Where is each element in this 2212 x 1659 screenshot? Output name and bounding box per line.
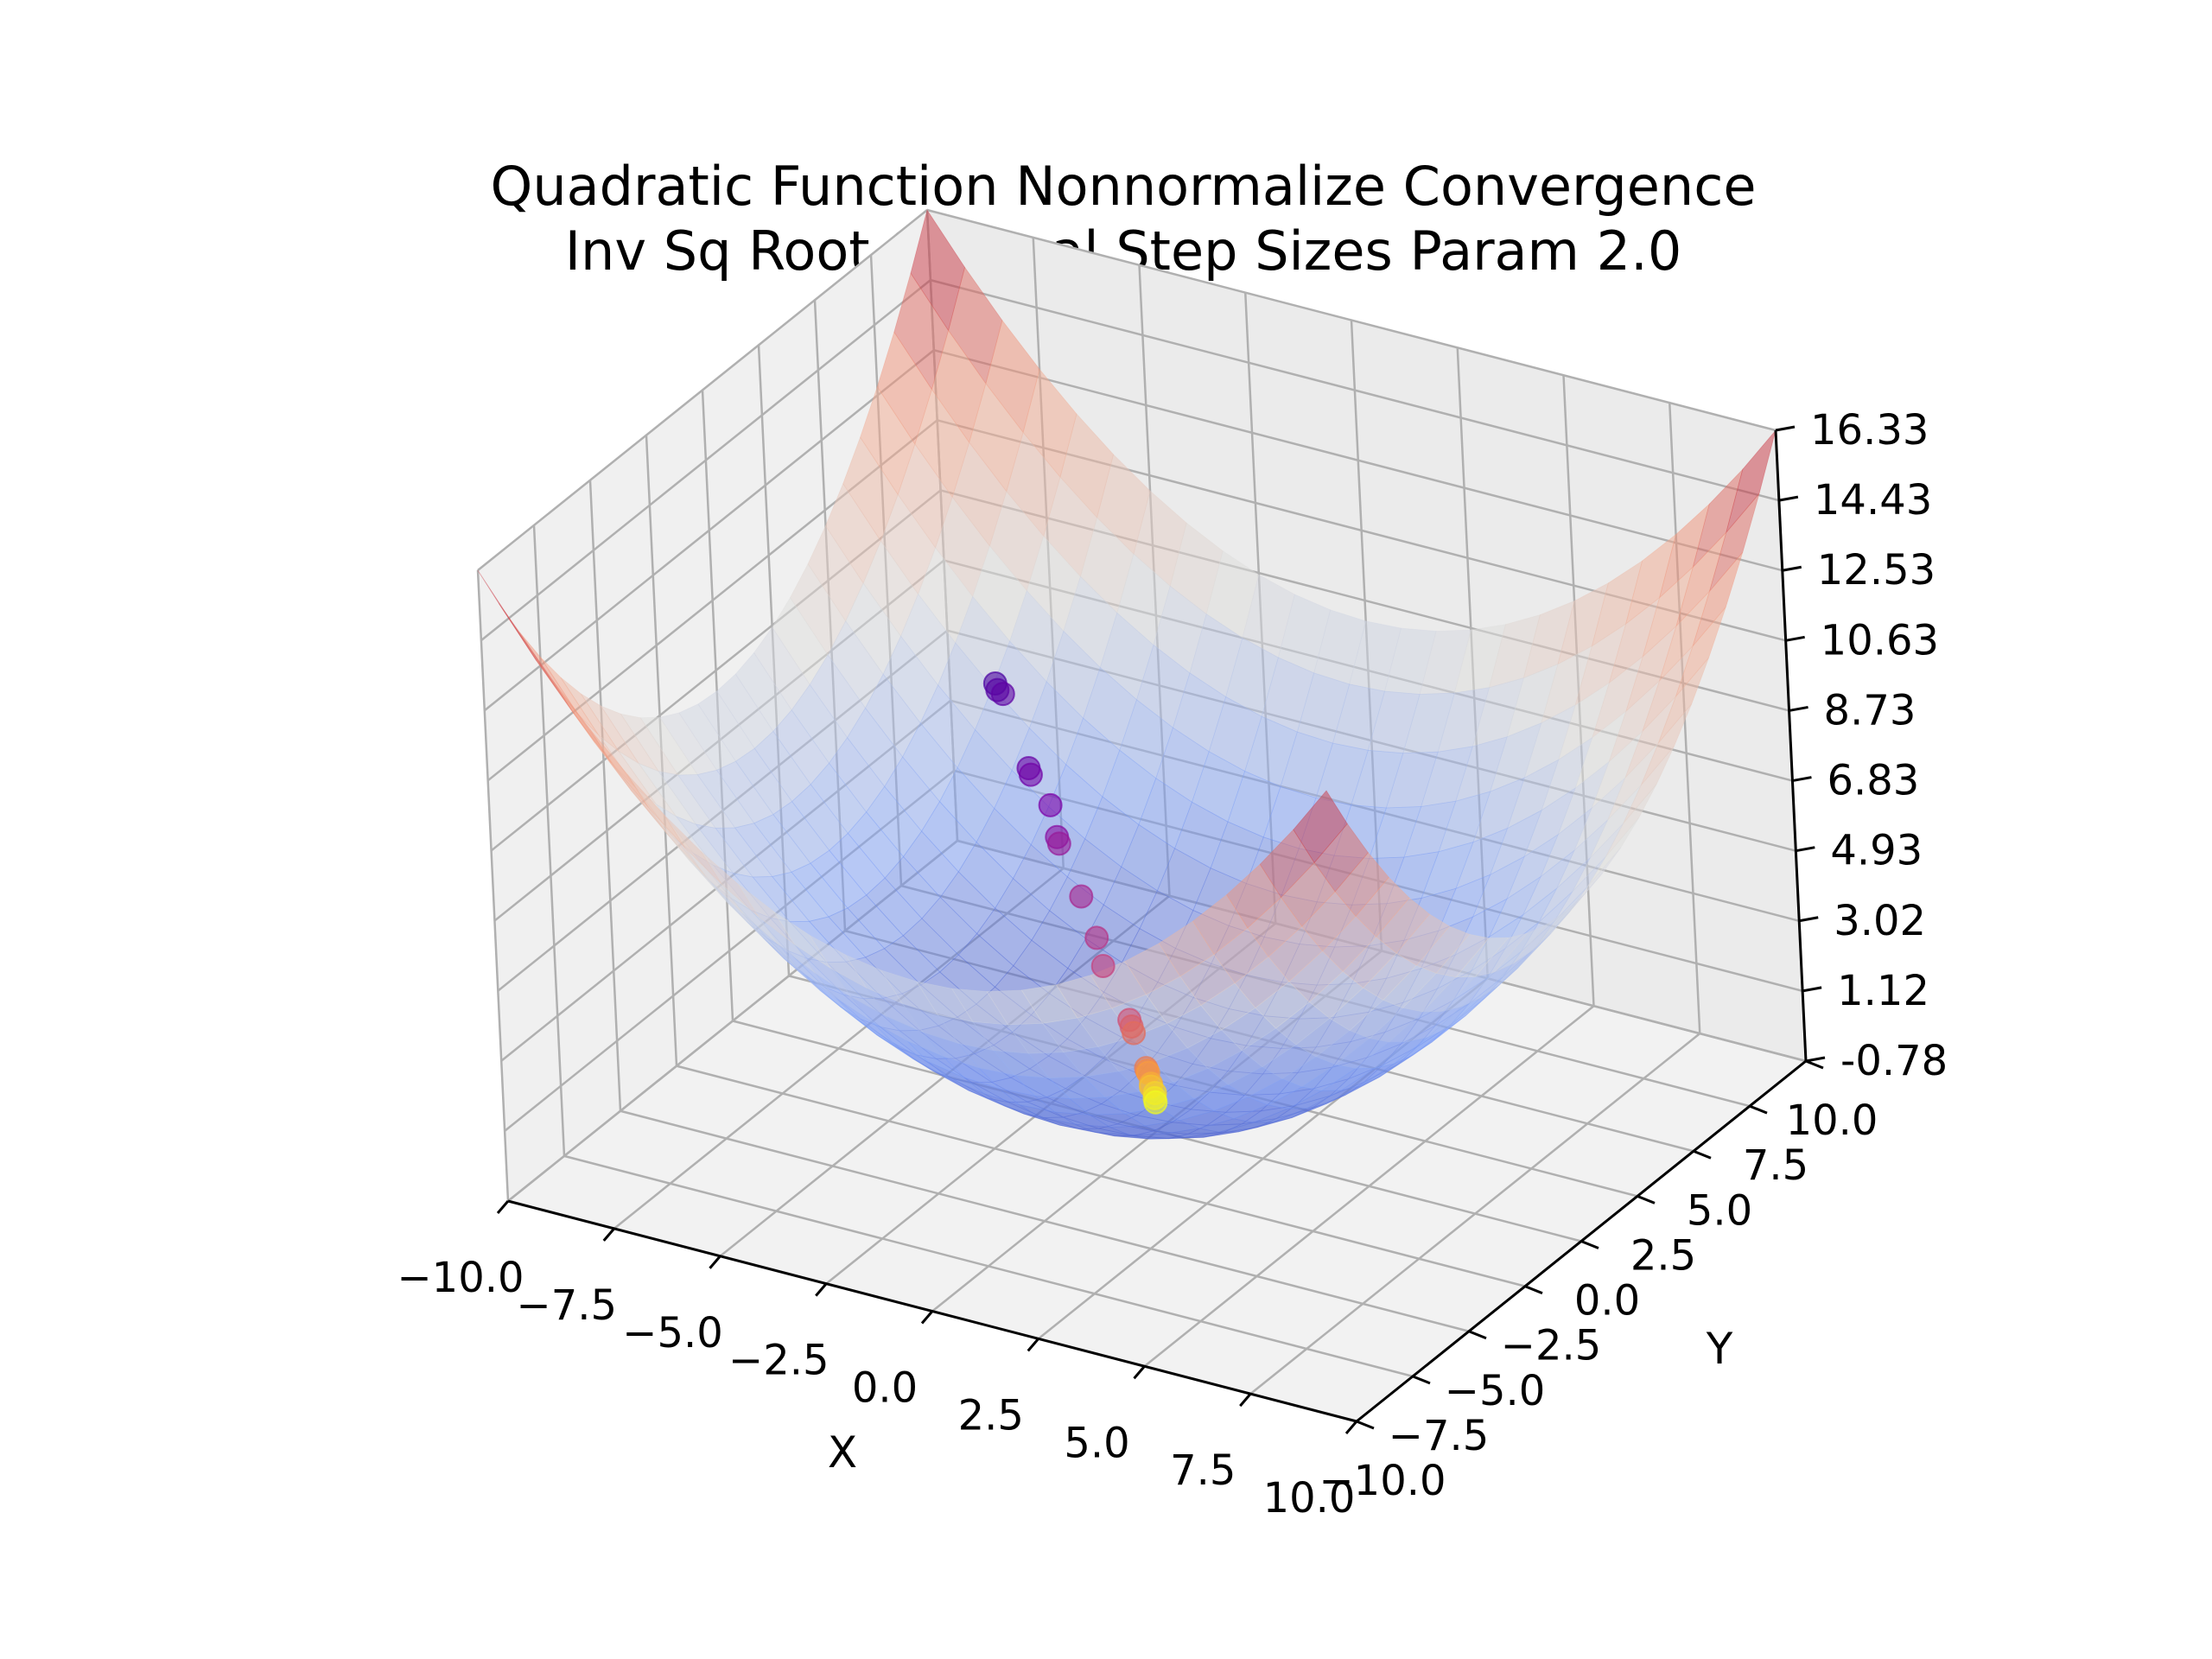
z-tick-label: 8.73 xyxy=(1824,686,1916,734)
x-tick-mark xyxy=(602,1227,615,1242)
y-tick-mark xyxy=(1468,1330,1487,1340)
x-tick-label: 7.5 xyxy=(1170,1446,1236,1495)
left-gridline-y xyxy=(476,569,510,1202)
y-tick-mark xyxy=(1356,1420,1375,1430)
back-gridline-z xyxy=(926,208,1777,432)
x-tick-label: 0.0 xyxy=(852,1364,918,1413)
z-tick-label: 14.43 xyxy=(1814,476,1932,524)
x-tick-mark xyxy=(815,1282,828,1297)
z-tick-label: 4.93 xyxy=(1830,827,1923,875)
x-tick-label: 2.5 xyxy=(958,1391,1024,1440)
scatter-points xyxy=(982,671,1168,1115)
trajectory-point xyxy=(1018,762,1043,787)
back-gridline-z xyxy=(933,349,1783,572)
y-tick-mark xyxy=(1580,1240,1599,1249)
y-tick-mark xyxy=(1412,1375,1431,1385)
trajectory-point xyxy=(1090,954,1116,979)
left-gridline-y xyxy=(532,524,566,1156)
y-tick-label: −7.5 xyxy=(1389,1412,1490,1460)
z-tick-label: -0.78 xyxy=(1840,1037,1948,1085)
surface-patch xyxy=(1568,847,1622,912)
x-tick-label: 10.0 xyxy=(1263,1474,1356,1522)
x-tick-label: −10.0 xyxy=(397,1254,524,1302)
x-tick-mark xyxy=(1027,1338,1039,1352)
y-tick-label: −5.0 xyxy=(1445,1367,1546,1415)
y-tick-label: 0.0 xyxy=(1574,1277,1640,1325)
x-axis-label: X xyxy=(828,1427,857,1478)
z-tick-mark xyxy=(1805,1056,1826,1063)
y-tick-label: −10.0 xyxy=(1319,1457,1446,1505)
x-tick-label: −7.5 xyxy=(516,1281,617,1330)
x-tick-mark xyxy=(920,1310,934,1325)
surface-plot xyxy=(477,209,1777,1140)
surface-patch xyxy=(1415,925,1471,974)
surface-patch xyxy=(1474,932,1529,977)
trajectory-point xyxy=(1084,925,1109,950)
z-tick-mark xyxy=(1778,495,1799,502)
x-tick-mark xyxy=(1344,1421,1358,1434)
y-tick-mark xyxy=(1693,1149,1712,1160)
x-tick-label: −5.0 xyxy=(622,1309,723,1357)
x-tick-mark xyxy=(496,1200,510,1214)
z-tick-mark xyxy=(1798,916,1819,923)
z-axis-line xyxy=(1774,429,1808,1062)
chart-title-line-1: Quadratic Function Nonnormalize Converge… xyxy=(491,155,1757,218)
trajectory-point xyxy=(1122,1020,1147,1046)
surface-patch xyxy=(1455,937,1510,978)
z-tick-label: 10.63 xyxy=(1821,616,1939,664)
left-gridline-y xyxy=(588,480,622,1111)
y-tick-label: 2.5 xyxy=(1630,1231,1696,1280)
z-tick-mark xyxy=(1775,425,1796,432)
surface-patch xyxy=(1532,893,1585,951)
z-tick-label: 1.12 xyxy=(1837,967,1929,1015)
x-tick-label: 5.0 xyxy=(1064,1419,1129,1467)
y-tick-mark xyxy=(1524,1285,1543,1295)
tick-labels: −10.0−7.5−5.0−2.50.02.55.07.510.0−10.0−7… xyxy=(397,406,1948,1522)
trajectory-point xyxy=(1046,831,1071,856)
y-tick-label: 5.0 xyxy=(1687,1186,1752,1235)
z-tick-mark xyxy=(1782,565,1802,572)
floor-gridline-y xyxy=(676,1065,1526,1287)
x-tick-mark xyxy=(709,1255,721,1269)
y-axis-label: Y xyxy=(1706,1324,1733,1374)
left-gridline-z xyxy=(477,209,928,571)
x-tick-mark xyxy=(1133,1365,1146,1380)
floor-gridline-y xyxy=(620,1109,1470,1332)
z-tick-mark xyxy=(1796,846,1815,853)
tick-marks xyxy=(496,425,1826,1434)
floor-gridline-y xyxy=(563,1154,1414,1378)
trajectory-point xyxy=(990,682,1015,707)
z-tick-mark xyxy=(1802,986,1822,993)
z-tick-label: 6.83 xyxy=(1827,757,1919,805)
y-tick-label: 10.0 xyxy=(1786,1096,1878,1145)
z-tick-mark xyxy=(1792,776,1812,783)
x-tick-mark xyxy=(1239,1393,1252,1408)
trajectory-point xyxy=(1069,884,1094,909)
trajectory-point xyxy=(1038,792,1063,817)
z-tick-label: 12.53 xyxy=(1817,546,1936,594)
surface-patch xyxy=(1692,552,1744,646)
y-tick-label: 7.5 xyxy=(1743,1141,1808,1190)
y-tick-label: −2.5 xyxy=(1501,1322,1602,1370)
y-tick-mark xyxy=(1805,1059,1824,1070)
left-gridline-z xyxy=(480,279,931,642)
left-gridline-z xyxy=(483,349,935,712)
z-tick-label: 3.02 xyxy=(1834,897,1926,945)
y-tick-mark xyxy=(1749,1104,1768,1115)
back-gridline-z xyxy=(930,278,1780,502)
z-tick-mark xyxy=(1789,705,1808,712)
surface-patch xyxy=(1293,790,1348,864)
z-tick-label: 16.33 xyxy=(1810,406,1929,454)
x-tick-label: −2.5 xyxy=(728,1337,830,1385)
surface-patch xyxy=(1709,493,1760,592)
z-tick-mark xyxy=(1785,635,1805,642)
trajectory-point xyxy=(1143,1090,1168,1115)
y-tick-mark xyxy=(1637,1194,1656,1205)
